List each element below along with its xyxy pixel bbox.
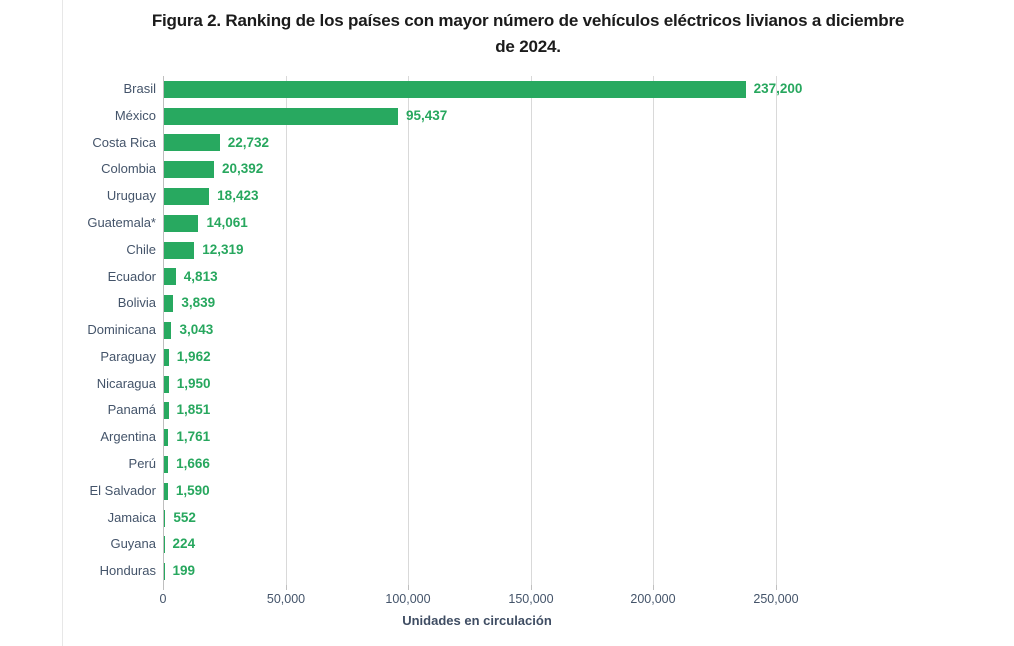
value-label: 20,392 (222, 161, 264, 177)
x-tick-label: 150,000 (508, 592, 554, 606)
bar-row: Guatemala* 14,061 (63, 210, 994, 237)
country-label: Costa Rica (92, 134, 156, 150)
plot-area (163, 76, 791, 590)
value-label: 3,043 (179, 322, 214, 338)
x-tick-mark (653, 585, 654, 590)
bar (164, 429, 169, 447)
gridline (286, 76, 287, 585)
bar (164, 295, 174, 313)
country-label: Chile (126, 241, 156, 257)
value-label: 1,590 (175, 482, 210, 498)
gridline (653, 76, 654, 585)
value-label: 1,761 (176, 429, 211, 445)
country-label: El Salvador (89, 482, 156, 498)
bar-row: El Salvador 1,590 (63, 478, 994, 505)
value-label: 1,950 (176, 375, 211, 391)
chart-title-line2: de 2024. (495, 37, 561, 56)
country-label: Guatemala* (87, 214, 156, 230)
x-tick-mark (408, 585, 409, 590)
bar (164, 322, 172, 339)
chart-title: Figura 2. Ranking de los países con mayo… (63, 8, 993, 60)
x-tick-mark (531, 585, 532, 590)
x-tick-mark (776, 585, 777, 590)
bar-row: México 95,437 (63, 103, 994, 130)
bar-row: Panamá 1,851 (63, 397, 994, 424)
bar-row: Dominicana 3,043 (63, 317, 994, 344)
bar (164, 536, 165, 554)
bar (164, 402, 169, 420)
value-label: 199 (172, 563, 196, 579)
chart-title-line1: Figura 2. Ranking de los países con mayo… (151, 11, 905, 30)
bar-row: Guyana 224 (63, 531, 994, 558)
bar-row: Honduras 199 (63, 558, 994, 585)
bar-row: Uruguay 18,423 (63, 183, 994, 210)
bar-row: Colombia 20,392 (63, 156, 994, 183)
country-label: Perú (128, 456, 156, 472)
bar (164, 455, 169, 473)
value-label: 1,962 (176, 348, 211, 364)
bar-row: Bolivia 3,839 (63, 290, 994, 317)
value-label: 224 (172, 536, 196, 552)
value-label: 237,200 (753, 81, 803, 96)
country-label: Dominicana (87, 322, 156, 338)
country-label: Uruguay (106, 188, 156, 204)
bar (164, 134, 220, 152)
bar (164, 188, 210, 206)
gridline (531, 76, 532, 585)
gridline (776, 76, 777, 585)
bar-row: Perú 1,666 (63, 451, 994, 478)
value-label: 22,732 (227, 134, 270, 150)
x-tick-label: 100,000 (385, 592, 431, 606)
bar (164, 241, 195, 259)
gridline (408, 76, 409, 585)
chart-figure: Figura 2. Ranking de los países con mayo… (62, 0, 993, 646)
x-tick-label: 200,000 (630, 592, 676, 606)
country-label: Brasil (123, 81, 156, 96)
bar-row: Argentina 1,761 (63, 424, 994, 451)
country-label: México (114, 107, 156, 123)
x-tick-label: 250,000 (753, 592, 799, 606)
bar (164, 161, 214, 179)
value-label: 12,319 (202, 241, 244, 257)
bar-row: Costa Rica 22,732 (63, 130, 994, 157)
country-label: Colombia (101, 161, 156, 177)
bar-row: Nicaragua 1,950 (63, 371, 994, 398)
bar (164, 348, 169, 366)
x-tick-label: 50,000 (266, 592, 306, 606)
value-label: 1,851 (176, 402, 211, 418)
value-label: 14,061 (206, 214, 248, 230)
x-tick-mark (286, 585, 287, 590)
y-axis-line (163, 76, 164, 590)
value-label: 4,813 (183, 268, 218, 284)
bar (164, 375, 169, 393)
country-label: Jamaica (107, 509, 156, 525)
country-label: Panamá (107, 402, 156, 418)
country-label: Guyana (110, 536, 156, 552)
bar (164, 80, 746, 98)
bar-row: Paraguay 1,962 (63, 344, 994, 371)
bar-row: Chile 12,319 (63, 237, 994, 264)
country-label: Honduras (99, 563, 156, 579)
country-label: Bolivia (117, 295, 156, 311)
country-label: Paraguay (100, 348, 156, 364)
value-label: 18,423 (217, 188, 259, 204)
bar (164, 214, 199, 232)
bar (164, 107, 398, 125)
bar (164, 509, 166, 527)
country-label: Ecuador (107, 268, 156, 284)
bar-row: Jamaica 552 (63, 505, 994, 532)
value-label: 3,839 (181, 295, 216, 311)
value-label: 1,666 (176, 456, 210, 472)
value-label: 95,437 (406, 107, 448, 123)
x-axis-title: Unidades en circulación (402, 613, 552, 628)
x-tick-label: 0 (159, 592, 167, 606)
bar-row: Ecuador 4,813 (63, 264, 994, 291)
country-label: Nicaragua (96, 375, 156, 391)
bar-row: Brasil 237,200 (63, 76, 994, 103)
country-label: Argentina (100, 429, 156, 445)
bar (164, 268, 176, 286)
value-label: 552 (173, 509, 196, 525)
bar (164, 482, 168, 500)
